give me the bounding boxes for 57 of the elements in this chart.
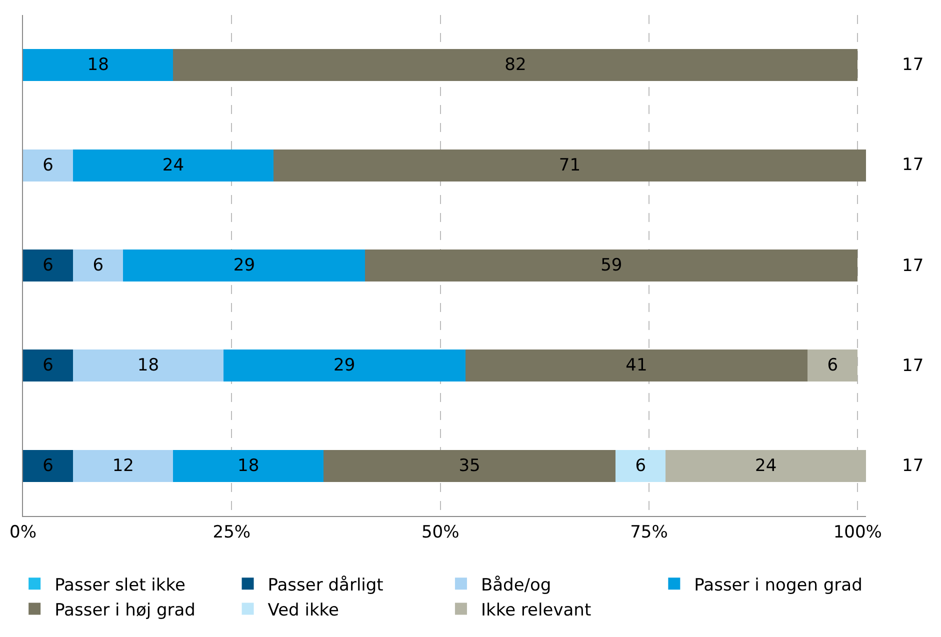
legend-label: Passer dårligt <box>268 575 384 596</box>
text: 17 <box>902 356 924 376</box>
data-label: 59 <box>600 256 622 276</box>
x-tick-label: 25% <box>212 522 251 542</box>
data-label: 6 <box>42 356 54 376</box>
x-tick-label: 0% <box>10 522 36 542</box>
data-label: 6 <box>42 256 54 276</box>
data-label: 18 <box>238 456 260 476</box>
bar <box>273 149 866 182</box>
bar <box>616 450 666 482</box>
bar <box>73 249 124 282</box>
data-label: 6 <box>92 256 104 276</box>
data-label: 35 <box>458 456 480 476</box>
bar <box>23 350 74 382</box>
x-tick-label: 75% <box>630 522 668 542</box>
bar <box>23 450 74 482</box>
x-tick-label: 100% <box>833 522 882 542</box>
x-tick-label: 50% <box>421 522 460 542</box>
bar <box>666 450 866 482</box>
data-label: 12 <box>112 456 134 476</box>
bar <box>23 49 174 82</box>
bar <box>173 450 324 482</box>
bar <box>323 450 616 482</box>
bar <box>73 350 224 382</box>
data-label: 6 <box>42 155 54 176</box>
data-label: 71 <box>558 155 581 176</box>
bar <box>173 49 858 82</box>
data-label: 24 <box>755 456 777 476</box>
text: 17 <box>902 256 924 276</box>
data-label: 18 <box>87 55 109 76</box>
text: 17 <box>902 55 924 75</box>
legend-label: Ved ikke <box>268 600 340 620</box>
data-label: 18 <box>137 356 160 376</box>
legend-label: Passer i nogen grad <box>694 575 862 596</box>
legend-label: Passer i høj grad <box>54 600 196 620</box>
bar <box>465 350 808 382</box>
data-label: 6 <box>42 456 54 476</box>
bar <box>73 149 274 182</box>
bar <box>23 249 74 282</box>
data-label: 29 <box>334 356 356 376</box>
data-label: 6 <box>827 356 838 376</box>
bar <box>365 249 858 282</box>
legend-label: Ikke relevant <box>480 600 592 620</box>
data-label: 29 <box>233 256 256 276</box>
text: 17 <box>902 155 924 175</box>
data-label: 41 <box>626 356 648 376</box>
bar <box>73 450 174 482</box>
bar <box>123 249 366 282</box>
legend-label: Passer slet ikke <box>54 575 186 596</box>
bar <box>223 350 466 382</box>
text: 17 <box>902 456 924 476</box>
data-label: 24 <box>162 155 184 176</box>
bar <box>23 149 74 182</box>
data-label: 6 <box>635 456 646 476</box>
data-label: 82 <box>504 55 526 76</box>
legend-label: Både/og <box>480 575 552 596</box>
bar <box>808 350 858 382</box>
